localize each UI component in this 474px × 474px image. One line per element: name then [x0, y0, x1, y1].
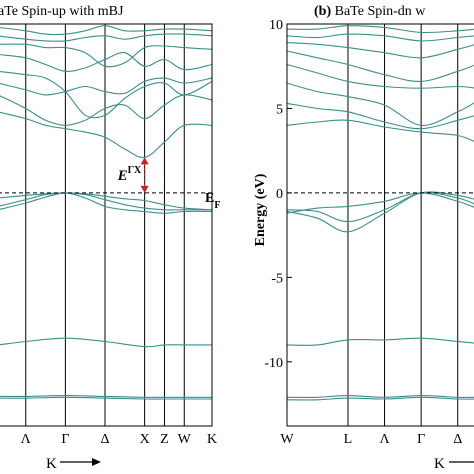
band-line — [0, 192, 213, 214]
ytick-label: 10 — [269, 18, 283, 33]
band-line — [286, 192, 474, 214]
panel-a-bands — [0, 25, 213, 400]
band-line — [0, 25, 213, 36]
gap-label-sup: ΓX — [128, 165, 142, 176]
kpoint-label: Γ — [61, 432, 69, 447]
kpoint-label: W — [280, 432, 294, 447]
panel-b-yticks: 10 5 0 -5 -10 — [264, 18, 292, 371]
kpoint-label: Λ — [21, 432, 32, 447]
ytick-label: 0 — [276, 187, 283, 202]
band-line — [0, 111, 213, 159]
band-line — [0, 192, 212, 211]
band-line — [286, 42, 474, 59]
band-line — [286, 119, 474, 142]
panel-b-bands — [286, 25, 474, 401]
band-line — [286, 33, 474, 42]
band-line — [0, 33, 213, 42]
band-line — [0, 192, 213, 211]
band-line — [0, 43, 213, 68]
gap-label-main: E — [117, 168, 128, 184]
band-line — [0, 70, 213, 119]
band-line — [0, 94, 213, 126]
kpoint-label: W — [178, 432, 192, 447]
gap-arrow-head-bottom — [140, 185, 149, 193]
gap-arrow-head-top — [140, 157, 149, 165]
fermi-label-sub: F — [214, 200, 220, 211]
band-line — [286, 25, 474, 34]
band-line — [286, 82, 474, 126]
kpoint-label: Γ — [417, 432, 425, 447]
band-line — [0, 77, 213, 96]
ytick-label: 5 — [276, 102, 283, 117]
panel-a-xlabel: K — [46, 456, 57, 472]
panel-a-gap-annotation: EΓX — [117, 157, 149, 193]
panel-b-title-prefix: (b) — [314, 4, 331, 19]
panel-a-frame — [0, 23, 213, 427]
panel-b-title: (b) BaTe Spin-dn w — [314, 4, 426, 19]
band-line — [286, 102, 474, 130]
panel-b-title-text: BaTe Spin-dn w — [331, 4, 426, 19]
panel-a-title: aTe Spin-up with mBJ — [0, 4, 124, 19]
band-line — [286, 50, 474, 82]
panel-b-xlabel: K — [434, 456, 445, 472]
ytick-label: -5 — [271, 271, 283, 286]
band-line — [286, 63, 474, 89]
band-line — [286, 337, 474, 346]
band-line — [0, 52, 213, 72]
panel-b-ylabel: Energy (eV) — [253, 173, 268, 246]
band-line — [286, 191, 474, 223]
kpoint-label: Z — [160, 432, 169, 447]
kpoint-label: L — [344, 432, 353, 447]
fermi-level-label: EF — [205, 191, 220, 211]
band-line — [0, 395, 212, 398]
band-line — [286, 396, 474, 401]
gap-label: EΓX — [117, 165, 142, 184]
panel-b: (b) BaTe Spin-dn w Energy (eV) 10 5 0 -5 -10… — [253, 4, 474, 472]
band-line — [286, 191, 474, 233]
panel-b-kpoint-lines — [347, 24, 459, 426]
panel-a-xlabel-arrow — [60, 458, 101, 466]
kpoint-label: Λ — [379, 432, 390, 447]
kpoint-label: Δ — [100, 432, 109, 447]
kpoint-label: X — [140, 432, 150, 447]
panel-a-kpoint-lines — [25, 24, 185, 426]
band-line — [0, 396, 212, 400]
ytick-label: -10 — [264, 356, 283, 371]
band-line — [286, 395, 474, 398]
kpoint-label: K — [207, 432, 217, 447]
panel-b-frame — [286, 23, 474, 427]
band-line — [0, 337, 212, 348]
fermi-label-main: E — [205, 191, 214, 206]
kpoint-label: Δ — [453, 432, 462, 447]
